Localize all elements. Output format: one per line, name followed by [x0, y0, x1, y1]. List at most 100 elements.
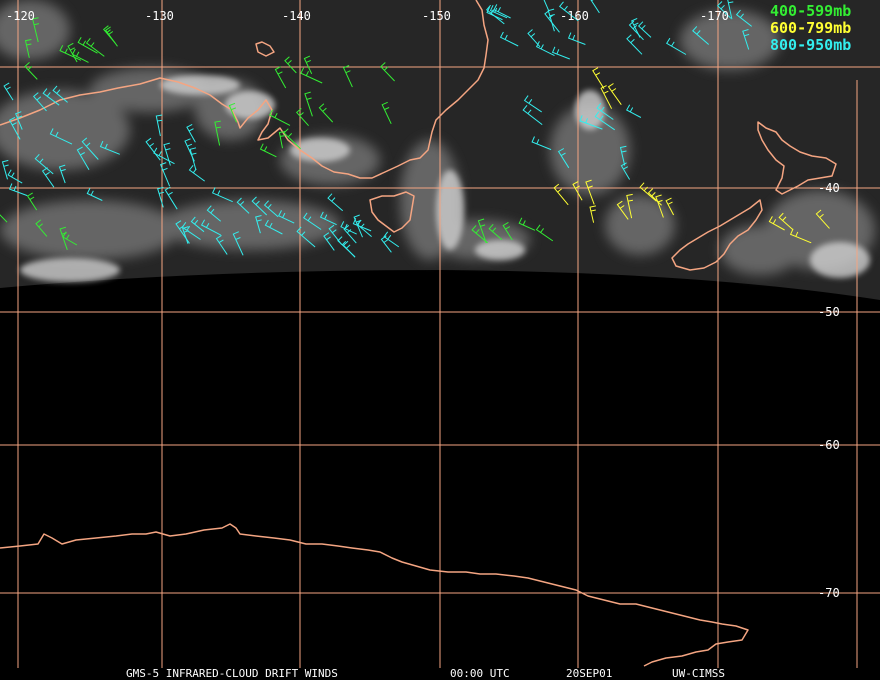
- wind-barb: [522, 104, 543, 125]
- nz-south-island: [671, 199, 763, 271]
- lon-label-140: -140: [282, 9, 311, 23]
- wind-barb: [200, 219, 222, 236]
- wind-barb: [1, 159, 9, 180]
- wind-barb: [283, 128, 301, 150]
- lat-label-50: -50: [818, 305, 840, 319]
- lon-label-130: -130: [145, 9, 174, 23]
- wind-barb: [600, 85, 613, 109]
- wind-barb: [742, 29, 750, 50]
- australia-south-coast: [0, 0, 489, 179]
- wind-barb: [585, 179, 595, 205]
- wind-barb: [590, 0, 600, 14]
- wind-barb: [186, 123, 196, 143]
- wind-barb: [499, 31, 519, 47]
- wind-barb: [558, 1, 579, 22]
- wind-barb: [159, 162, 171, 187]
- wind-barb: [304, 91, 313, 117]
- wind-barb: [328, 224, 343, 245]
- wind-barb: [596, 102, 614, 120]
- wind-barb: [76, 146, 90, 171]
- wind-barb: [3, 82, 14, 101]
- legend-entry-800-950mb: 800-950mb: [770, 36, 851, 54]
- lat-label-70: -70: [818, 586, 840, 600]
- wind-barb: [206, 205, 222, 222]
- wind-barb: [631, 17, 641, 38]
- wind-barb: [637, 21, 652, 38]
- bright-clouds: [20, 75, 870, 282]
- wind-barb: [778, 212, 794, 230]
- wind-barb: [502, 221, 513, 241]
- wind-barb: [77, 36, 98, 54]
- small-island: [255, 41, 275, 57]
- wind-barb: [488, 223, 503, 241]
- wind-barb: [343, 225, 357, 244]
- wind-barb: [49, 128, 73, 145]
- wind-barb: [157, 186, 165, 208]
- wind-barb: [153, 147, 175, 165]
- longitude-labels: -120 -130 -140 -150 -160 -170: [6, 9, 729, 23]
- wind-barb: [86, 187, 103, 201]
- wind-barb: [81, 137, 99, 160]
- wind-barb: [477, 218, 487, 244]
- wind-barb: [164, 186, 178, 210]
- wind-barb: [620, 162, 631, 180]
- wind-barb: [269, 109, 291, 126]
- wind-barb: [303, 55, 313, 75]
- wind-barb: [295, 108, 309, 127]
- wind-barb: [789, 228, 812, 244]
- wind-barb: [163, 142, 171, 166]
- wind-barb: [692, 26, 710, 45]
- lon-label-160: -160: [560, 9, 589, 23]
- antarctica-coast: [0, 523, 749, 667]
- wind-barb: [518, 217, 536, 231]
- tasmania: [369, 191, 415, 233]
- wind-barb: [626, 34, 643, 55]
- wind-barb: [666, 37, 687, 55]
- wind-barb: [665, 197, 675, 216]
- wind-barb: [251, 196, 268, 216]
- wind-barb: [35, 219, 48, 237]
- wind-barb: [211, 187, 233, 203]
- wind-barb: [274, 66, 287, 89]
- wind-barb: [24, 39, 32, 58]
- wind-barb: [735, 9, 753, 27]
- wind-barb: [189, 147, 197, 171]
- wind-barb: [34, 153, 54, 175]
- wind-barb: [579, 115, 603, 130]
- coastlines: [0, 0, 837, 667]
- wind-barbs: [0, 0, 830, 258]
- wind-barb: [318, 103, 334, 123]
- wind-barb: [41, 167, 55, 188]
- wind-barb: [323, 232, 335, 251]
- wind-barb: [485, 4, 505, 25]
- wind-barb: [263, 200, 279, 218]
- wind-barb: [8, 116, 21, 140]
- wind-barb: [531, 136, 552, 151]
- wind-barb: [342, 240, 356, 258]
- wind-barb: [342, 65, 353, 88]
- wind-barb: [284, 56, 297, 74]
- wind-barb: [607, 83, 622, 105]
- wind-barb: [31, 17, 40, 43]
- wind-barb: [232, 231, 244, 256]
- wind-barb: [99, 140, 120, 155]
- wind-barb: [278, 131, 286, 149]
- wind-barb: [628, 20, 644, 41]
- lat-label-40: -40: [818, 181, 840, 195]
- footer-product: GMS-5 INFRARED-CLOUD DRIFT WINDS: [126, 667, 338, 680]
- wind-barb: [551, 46, 570, 60]
- wind-barb: [327, 193, 344, 212]
- wind-barb: [42, 88, 60, 106]
- wind-barb: [380, 235, 392, 253]
- wind-barb: [0, 214, 8, 223]
- wind-barb: [319, 211, 337, 226]
- wind-barb: [190, 216, 205, 233]
- legend-entry-400-599mb: 400-599mb: [770, 2, 851, 20]
- wind-barb: [214, 120, 222, 146]
- nz-north-island: [757, 121, 837, 195]
- wind-barb: [215, 234, 228, 255]
- wind-barb: [626, 104, 642, 118]
- wind-barb: [589, 205, 596, 223]
- wind-barb: [85, 37, 105, 57]
- lon-label-170: -170: [700, 9, 729, 23]
